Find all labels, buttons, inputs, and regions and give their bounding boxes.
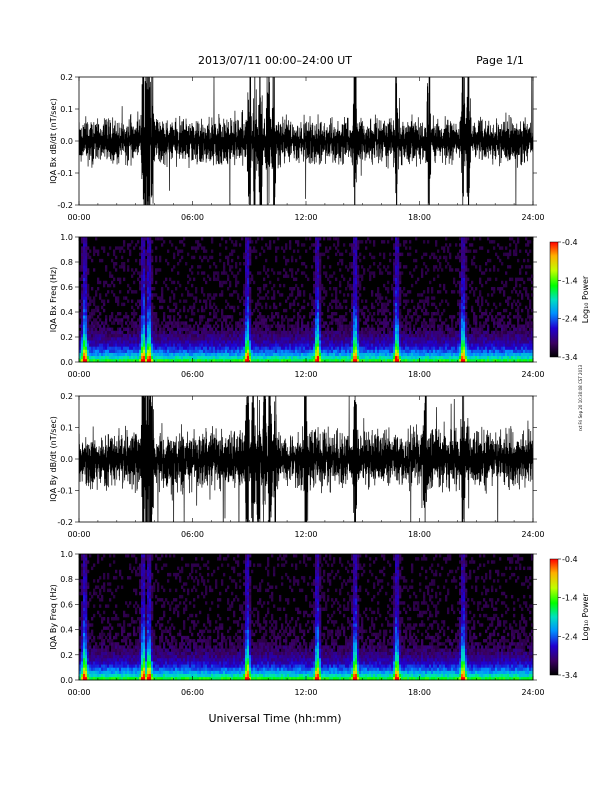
y-axis-label: IQA Bx dB/dt (nT/sec) [49,98,58,184]
spectrogram-cells [79,237,534,363]
y-tick-label: 0.8 [60,258,73,267]
y-tick-label: 1.0 [60,233,73,242]
colorbar-tick-label: -2.4 [562,632,578,641]
x-tick-label: 24:00 [521,370,544,379]
bx-spectrogram-panel: -0.4 -1.4 -2.4 -3.4 Log₁₀ Power 1.0 0.8 0.6 0.4 0… [49,233,590,379]
signal-trace [79,77,533,205]
y-tick-label: 0.8 [60,575,73,584]
x-tick-label: 12:00 [294,370,317,379]
spectrogram-cells [79,554,534,681]
y-tick-label: 0.6 [60,283,73,292]
x-axis-label: Universal Time (hh:mm) [209,712,342,725]
x-tick-label: 12:00 [294,688,317,697]
colorbar-tick-label: -1.4 [562,276,578,285]
y-tick-label: -0.1 [57,487,73,496]
x-tick-label: 24:00 [521,213,544,222]
x-tick-label: 18:00 [408,213,431,222]
colorbar-tick-label: -3.4 [562,671,578,680]
signal-trace [79,396,533,522]
x-tick-label: 06:00 [181,530,204,539]
y-tick-label: 0.0 [60,358,73,367]
side-note: rxt Fri Sep 20 10:30:08 CST 2013 [578,364,583,431]
x-tick-label: 12:00 [294,213,317,222]
y-axis-label: IQA By dB/dt (nT/sec) [49,416,58,502]
colorbar-tick-label: -3.4 [562,353,578,362]
x-tick-label: 00:00 [67,370,90,379]
y-tick-label: 0.1 [60,105,73,114]
colorbar [549,558,559,676]
bx-dbdt-panel: 0.2 0.1 0.0 -0.1 -0.2 00:00 06:00 12:00 18:00 24:… [49,73,545,222]
y-tick-label: -0.1 [57,169,73,178]
y-tick-label: 0.0 [60,455,73,464]
y-tick-label: 0.2 [60,392,73,401]
y-tick-label: 0.2 [60,333,73,342]
colorbar-tick-label: -0.4 [562,238,578,247]
by-dbdt-panel: 0.2 0.1 0.0 -0.1 -0.2 00:00 06:00 12:00 18:00 24:… [49,392,545,539]
x-tick-label: 24:00 [521,688,544,697]
x-tick-label: 00:00 [67,213,90,222]
colorbar-tick-label: -2.4 [562,315,578,324]
colorbar [549,241,559,358]
y-tick-label: 0.6 [60,600,73,609]
colorbar-label: Log₁₀ Power [581,275,590,323]
x-tick-label: 00:00 [67,530,90,539]
y-tick-label: 1.0 [60,550,73,559]
page-indicator: Page 1/1 [476,54,524,67]
x-tick-label: 00:00 [67,688,90,697]
x-tick-label: 06:00 [181,370,204,379]
by-spectrogram-panel: -0.4 -1.4 -2.4 -3.4 Log₁₀ Power 1.0 0.8 0.6 0.4 0… [49,550,590,697]
colorbar-tick-label: -1.4 [562,594,578,603]
y-axis-label: IQA By Freq (Hz) [49,584,58,650]
y-tick-label: 0.2 [60,651,73,660]
x-tick-label: 12:00 [294,530,317,539]
y-tick-label: 0.0 [60,137,73,146]
y-tick-label: 0.2 [60,73,73,82]
x-tick-label: 24:00 [521,530,544,539]
colorbar-label: Log₁₀ Power [581,593,590,641]
date-range-title: 2013/07/11 00:00–24:00 UT [198,54,352,67]
y-axis-label: IQA Bx Freq (Hz) [49,267,58,333]
x-tick-label: 18:00 [408,370,431,379]
x-tick-label: 06:00 [181,688,204,697]
y-tick-label: 0.1 [60,424,73,433]
x-tick-label: 06:00 [181,213,204,222]
colorbar-tick-label: -0.4 [562,555,578,564]
y-tick-label: 0.0 [60,676,73,685]
x-tick-label: 18:00 [408,530,431,539]
y-tick-label: -0.2 [57,201,73,210]
x-tick-label: 18:00 [408,688,431,697]
y-tick-label: -0.2 [57,518,73,527]
y-tick-label: 0.4 [60,308,73,317]
y-tick-label: 0.4 [60,626,73,635]
